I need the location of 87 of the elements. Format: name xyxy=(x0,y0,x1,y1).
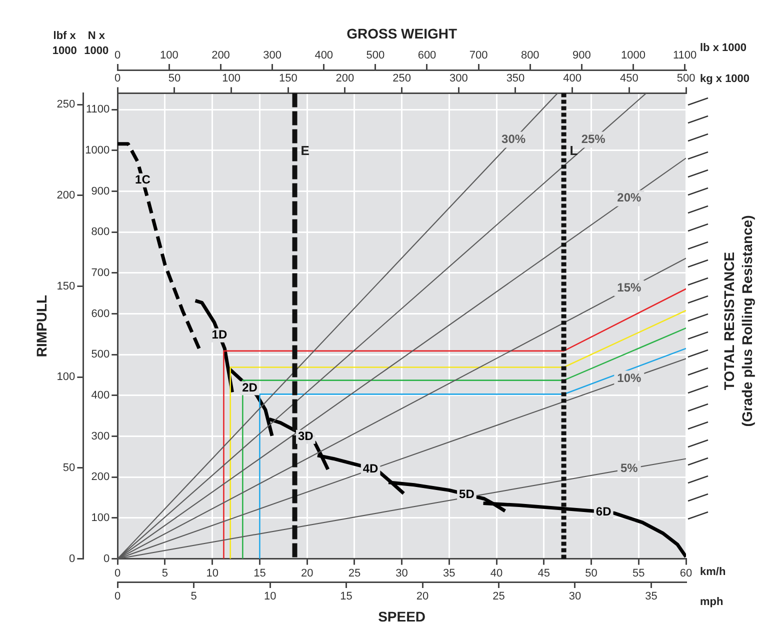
y-tick-label: 100 xyxy=(91,512,110,524)
x2-tick-label: 450 xyxy=(620,72,638,85)
text: 900 xyxy=(572,49,591,62)
y-tick-label: 800 xyxy=(91,226,110,238)
x2-tick-label: 150 xyxy=(278,72,298,85)
text: 600 xyxy=(418,49,436,62)
x-tick-label: 45 xyxy=(538,567,550,580)
x2-tick-label: 100 xyxy=(222,72,240,85)
series-label: 5% xyxy=(620,461,638,476)
x-tick-label: 50 xyxy=(585,567,598,580)
y-tick-label: 200 xyxy=(91,471,110,484)
x2-tick-label: 500 xyxy=(676,72,696,85)
text: mph xyxy=(700,596,724,608)
x-tick-label: 55 xyxy=(632,567,645,580)
x-tick-label: 5 xyxy=(162,567,168,580)
y-tick-label: 600 xyxy=(91,308,110,320)
text: 400 xyxy=(314,49,334,62)
text: 35 xyxy=(645,590,658,603)
y-tick-label: 0 xyxy=(104,552,110,565)
text: 100 xyxy=(160,49,178,62)
text: 10 xyxy=(264,590,276,603)
y2-tick-label: 100 xyxy=(56,371,76,384)
series-label: 1C xyxy=(135,172,151,187)
x2-tick-label: 350 xyxy=(506,72,525,85)
text: 300 xyxy=(263,49,282,62)
series-label: 2D xyxy=(242,380,258,395)
text: TOTAL RESISTANCE (Grade plus Rolling Resistance) xyxy=(720,215,755,427)
text: N x 1000 xyxy=(84,30,109,58)
series-label: 4D xyxy=(362,461,379,476)
text: 1100 xyxy=(672,49,697,62)
ref-line-label: E xyxy=(300,142,310,158)
y-tick-label: 300 xyxy=(91,430,110,442)
series-label: 10% xyxy=(617,371,642,385)
text: 15 xyxy=(340,590,352,603)
y2-axis-title: RIMPULL xyxy=(33,294,50,358)
ref-line-label: L xyxy=(570,142,578,158)
text: kg x 1000 xyxy=(700,73,750,86)
text: km/h xyxy=(700,566,726,578)
x2-tick-label: 250 xyxy=(392,72,411,85)
y-tick-label: 700 xyxy=(91,266,110,279)
text: 1000 xyxy=(621,49,646,62)
y-tick-label: 1000 xyxy=(85,144,110,156)
x-tick-label: 0 xyxy=(114,567,121,580)
x-tick-label: 30 xyxy=(396,567,408,580)
series-label: 25% xyxy=(581,132,606,146)
y-tick-label: 400 xyxy=(91,389,110,402)
x-tick-label: 15 xyxy=(254,567,266,580)
y2-tick-label: 0 xyxy=(69,552,76,565)
x-axis-title: SPEED xyxy=(378,608,426,624)
text: lbf x 1000 xyxy=(52,30,77,58)
x-tick-label: 20 xyxy=(300,567,314,580)
x-tick-label: 25 xyxy=(348,567,361,580)
y2-tick-label: 250 xyxy=(56,98,76,111)
series-label: 15% xyxy=(617,280,642,295)
text: 5 xyxy=(190,590,197,603)
text: 20 xyxy=(416,590,429,603)
x2-tick-label: 50 xyxy=(168,72,181,85)
x-tick-label: 60 xyxy=(680,567,692,580)
series-label: 3D xyxy=(298,429,314,444)
series-label: 20% xyxy=(617,190,642,205)
y2-tick-label: 150 xyxy=(56,280,76,292)
x2-axis-title: GROSS WEIGHT xyxy=(346,25,458,42)
y2-tick-label: 200 xyxy=(56,190,76,202)
text: 700 xyxy=(469,49,488,62)
y-tick-label: 1100 xyxy=(86,104,110,116)
y2-tick-label: 50 xyxy=(62,462,76,474)
text: 500 xyxy=(366,49,385,62)
text: 200 xyxy=(212,49,230,62)
text: 800 xyxy=(520,49,540,62)
series-label: 1D xyxy=(212,328,228,342)
text: 25 xyxy=(492,590,505,603)
series-label: 30% xyxy=(502,132,526,146)
x2-tick-label: 0 xyxy=(114,72,121,85)
x2-tick-label: 200 xyxy=(336,72,354,85)
text: 30 xyxy=(568,590,582,603)
text: 0 xyxy=(114,49,121,62)
x-tick-label: 10 xyxy=(206,567,218,580)
series-label: 6D xyxy=(596,504,612,518)
series-label: 5D xyxy=(459,486,475,501)
x-tick-label: 35 xyxy=(443,567,456,580)
y-tick-label: 500 xyxy=(91,348,110,361)
text: 0 xyxy=(114,590,121,603)
x-tick-label: 40 xyxy=(490,567,503,580)
text: lb x 1000 xyxy=(700,42,746,54)
y-tick-label: 900 xyxy=(91,185,110,198)
x2-tick-label: 300 xyxy=(449,72,468,85)
x2-tick-label: 400 xyxy=(563,72,582,85)
